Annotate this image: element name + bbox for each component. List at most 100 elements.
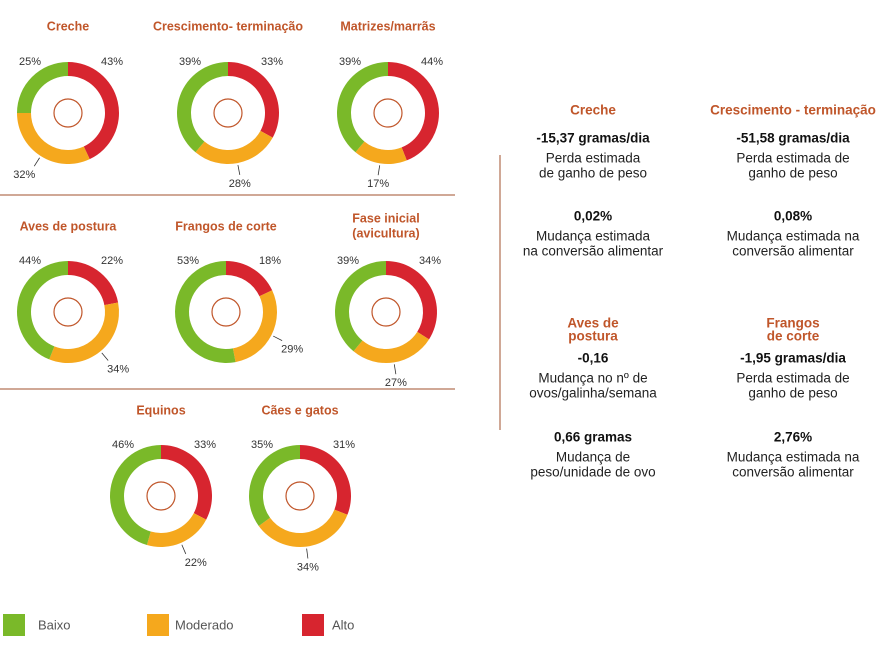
panel-text: ovos/galinha/semana xyxy=(529,386,657,401)
value-label: 34% xyxy=(419,255,441,267)
value-label: 44% xyxy=(421,56,443,68)
value-label: 39% xyxy=(179,56,201,68)
panel-text: Mudança de xyxy=(556,450,630,465)
panel-text: na conversão alimentar xyxy=(523,244,664,259)
donut-segment xyxy=(228,62,279,138)
panel-value: -51,58 gramas/dia xyxy=(736,131,850,146)
value-label: 25% xyxy=(19,56,41,68)
panel-title: Aves de xyxy=(567,316,619,331)
donut-segment xyxy=(109,445,161,546)
legend-swatch xyxy=(147,614,169,636)
panel-text: Mudança estimada xyxy=(536,229,651,244)
legend-swatch xyxy=(3,614,25,636)
chart-title: Matrizes/marrãs xyxy=(340,19,435,33)
donut-segment xyxy=(68,261,119,306)
panel-value: 0,02% xyxy=(574,209,612,224)
panel-text: Perda estimada de xyxy=(736,151,849,166)
donut-segment xyxy=(49,302,120,364)
panel-title: Creche xyxy=(570,103,616,118)
value-label: 39% xyxy=(339,56,361,68)
donut-segment xyxy=(353,331,430,364)
donut-segment xyxy=(68,62,120,160)
panel-title: Frangos xyxy=(766,316,819,331)
value-label: 29% xyxy=(281,344,303,356)
donut-segment xyxy=(16,261,68,360)
panel-value: 0,08% xyxy=(774,209,812,224)
donut-segment xyxy=(334,261,386,352)
chart-title: Fase inicial xyxy=(352,211,419,225)
animal-icon xyxy=(211,297,241,327)
value-label: 44% xyxy=(19,255,41,267)
panel-title: Crescimento - terminação xyxy=(710,103,876,118)
animal-icon xyxy=(146,481,176,511)
panel-value: -0,16 xyxy=(578,351,609,366)
panel-text: de ganho de peso xyxy=(539,166,647,181)
panel-text: Mudança no nº de xyxy=(538,371,647,386)
panel-text: Mudança estimada na xyxy=(727,229,860,244)
value-label: 34% xyxy=(297,561,319,573)
panel-title: postura xyxy=(568,329,618,344)
donut-segment xyxy=(386,261,437,340)
legend-label: Baixo xyxy=(38,617,71,632)
value-label: 32% xyxy=(13,169,35,181)
donut-segment xyxy=(17,62,68,113)
chart-title: Cães e gatos xyxy=(261,403,338,417)
chart-title: Crescimento- terminação xyxy=(153,19,303,33)
leader-line xyxy=(237,164,241,175)
donut-segment xyxy=(146,513,207,547)
panel-value: 2,76% xyxy=(774,430,812,445)
leader-line xyxy=(393,364,397,375)
animal-icon xyxy=(285,481,315,511)
value-label: 22% xyxy=(185,557,207,569)
value-label: 33% xyxy=(194,439,216,451)
value-label: 27% xyxy=(385,377,407,389)
chart-title: Equinos xyxy=(136,403,185,417)
value-label: 43% xyxy=(101,56,123,68)
panel-text: ganho de peso xyxy=(748,386,837,401)
donut-segment xyxy=(175,261,236,363)
donut-segment xyxy=(232,290,277,363)
legend-label: Alto xyxy=(332,617,354,632)
donut-segment xyxy=(258,509,348,547)
legend-swatch xyxy=(302,614,324,636)
value-label: 28% xyxy=(229,178,251,190)
panel-value: -15,37 gramas/dia xyxy=(536,131,650,146)
leader-line xyxy=(33,157,40,167)
panel-text: ganho de peso xyxy=(748,166,837,181)
donut-segment xyxy=(300,445,351,515)
donut-segment xyxy=(177,62,228,153)
value-label: 53% xyxy=(177,255,199,267)
panel-text: Perda estimada de xyxy=(736,371,849,386)
donut-segment xyxy=(17,113,90,165)
leader-line xyxy=(101,352,109,361)
donut-segment xyxy=(195,130,273,164)
chart-title: Frangos de corte xyxy=(175,219,276,233)
donut-segment xyxy=(388,62,439,161)
value-label: 34% xyxy=(107,363,129,375)
donut-segment xyxy=(226,261,273,297)
chart-title: Creche xyxy=(47,19,89,33)
chart-title: (avicultura) xyxy=(352,226,419,240)
value-label: 18% xyxy=(259,255,281,267)
panel-value: 0,66 gramas xyxy=(554,430,632,445)
animal-icon xyxy=(53,98,83,128)
leader-line xyxy=(273,335,283,341)
value-label: 39% xyxy=(337,255,359,267)
animal-icon xyxy=(371,297,401,327)
panel-text: conversão alimentar xyxy=(732,465,854,480)
donut-segment xyxy=(161,445,213,520)
leader-line xyxy=(377,165,381,176)
panel-text: conversão alimentar xyxy=(732,244,854,259)
value-label: 22% xyxy=(101,255,123,267)
panel-text: Mudança estimada na xyxy=(727,450,860,465)
leader-line xyxy=(181,544,187,555)
animal-icon xyxy=(53,297,83,327)
animal-icon xyxy=(213,98,243,128)
chart-title: Aves de postura xyxy=(20,219,118,233)
value-label: 46% xyxy=(112,439,134,451)
value-label: 33% xyxy=(261,56,283,68)
leader-line xyxy=(306,548,309,559)
value-label: 17% xyxy=(367,178,389,190)
value-label: 31% xyxy=(333,439,355,451)
